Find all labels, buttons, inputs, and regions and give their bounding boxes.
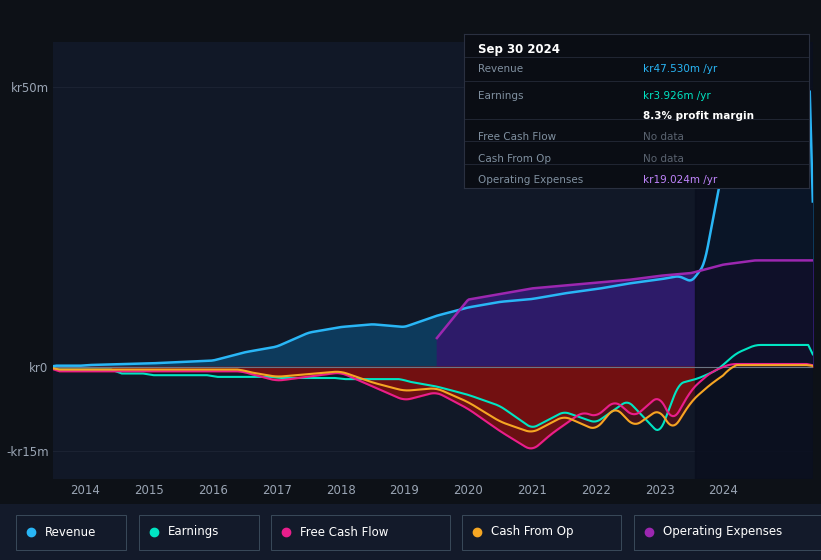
Text: Sep 30 2024: Sep 30 2024 [478,43,560,56]
Text: Cash From Op: Cash From Op [491,525,573,539]
Text: No data: No data [643,132,684,142]
Text: Earnings: Earnings [167,525,219,539]
Text: kr19.024m /yr: kr19.024m /yr [643,175,718,185]
Text: Operating Expenses: Operating Expenses [663,525,782,539]
Text: Earnings: Earnings [478,91,523,101]
Text: Free Cash Flow: Free Cash Flow [478,132,556,142]
Text: Free Cash Flow: Free Cash Flow [300,525,388,539]
Text: Revenue: Revenue [45,525,97,539]
Text: 8.3% profit margin: 8.3% profit margin [643,111,754,120]
Text: Operating Expenses: Operating Expenses [478,175,583,185]
Text: kr47.530m /yr: kr47.530m /yr [643,64,718,74]
Text: kr3.926m /yr: kr3.926m /yr [643,91,711,101]
Text: Cash From Op: Cash From Op [478,153,551,164]
Text: Revenue: Revenue [478,64,523,74]
Bar [695,42,813,479]
Text: No data: No data [643,153,684,164]
